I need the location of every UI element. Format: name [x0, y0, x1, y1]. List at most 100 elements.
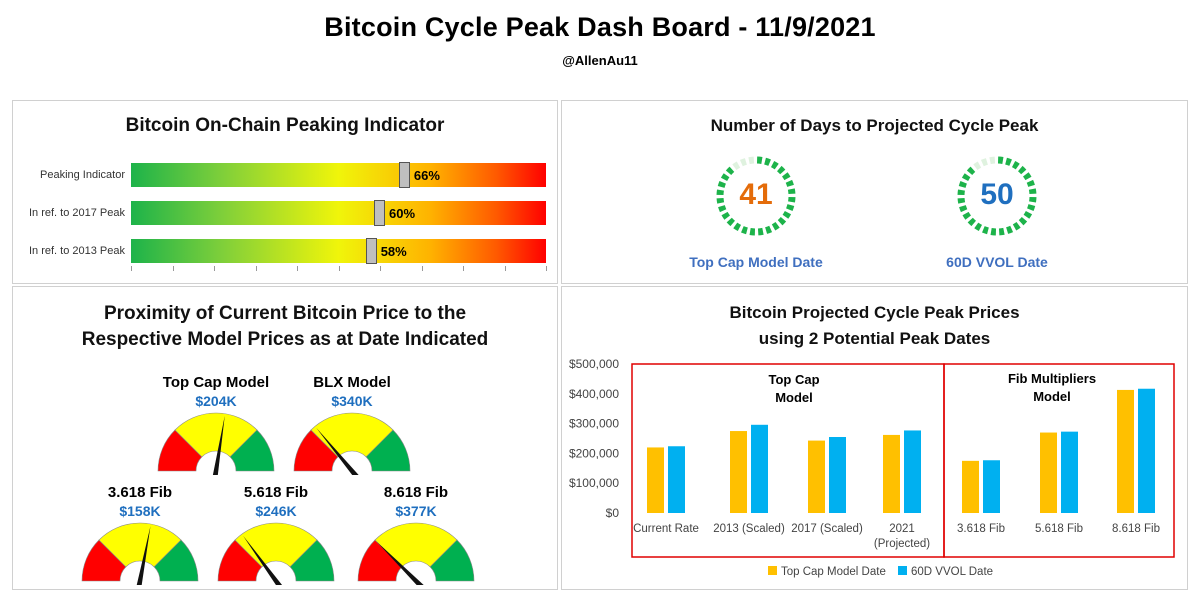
group2-label-line1: Fib Multipliers	[1008, 371, 1096, 386]
dial-segment	[732, 161, 741, 171]
proximity-gauge	[217, 522, 335, 585]
proximity-gauge	[293, 412, 411, 475]
x-tick-label: Current Rate	[633, 523, 699, 535]
group2-label-line2: Model	[1033, 389, 1071, 404]
dial-segment	[1012, 221, 1021, 231]
axis-tick	[504, 266, 506, 271]
dial-segment	[962, 211, 972, 220]
bar	[808, 440, 825, 513]
gauge-needle	[316, 427, 359, 475]
gradient-bar	[131, 201, 546, 225]
days-label: Top Cap Model Date	[689, 254, 823, 270]
author-handle: @AllenAu11	[562, 53, 638, 68]
dial-segment	[786, 204, 795, 211]
gradient-bar	[131, 163, 546, 187]
dial-segment	[959, 205, 968, 213]
dial-segment	[725, 166, 735, 176]
bar	[962, 460, 979, 513]
days-label: 60D VVOL Date	[946, 254, 1048, 270]
group1-label-line2: Model	[775, 390, 813, 405]
dial-segment	[957, 197, 966, 204]
dial-segment	[1018, 216, 1028, 226]
days-dial	[716, 156, 796, 236]
group1-label-line1: Top Cap	[768, 372, 819, 387]
axis-tick	[255, 266, 257, 271]
gauge-band	[229, 429, 275, 472]
axis-tick	[546, 266, 547, 271]
gradient-bar	[131, 239, 546, 263]
axis-tick	[172, 266, 174, 271]
dial-segment	[967, 217, 977, 227]
dial-segment	[717, 181, 726, 188]
proximity-gauge	[357, 522, 475, 585]
gauge-band	[289, 539, 335, 582]
dial-segment	[1005, 157, 1012, 166]
dial-segment	[716, 197, 725, 204]
dial-segment	[720, 173, 730, 182]
legend-label: Top Cap Model Date	[781, 566, 886, 578]
dial-segment	[1026, 179, 1035, 187]
dial-segment	[739, 158, 747, 167]
dial-segment	[721, 211, 731, 220]
dial-segment	[1017, 165, 1027, 175]
dial-segment	[771, 221, 780, 231]
dial-segment	[770, 160, 779, 170]
dial-segment	[1023, 210, 1033, 219]
bar-marker	[398, 162, 410, 188]
dial-segment	[757, 227, 764, 236]
projected-panel: Bitcoin Projected Cycle Peak Prices usin…	[561, 286, 1188, 590]
y-tick-label: $0	[606, 506, 620, 520]
gauge-value: $340K	[331, 393, 373, 409]
dial-segment	[776, 165, 786, 175]
bar	[1117, 389, 1134, 513]
gauge-name: 8.618 Fib	[383, 484, 449, 501]
bar	[883, 434, 900, 513]
dial-segment	[765, 225, 773, 234]
bar-label: In ref. to 2013 Peak	[28, 245, 125, 257]
days-dial	[957, 156, 1037, 236]
dial-segment	[982, 226, 989, 235]
dial-segment	[1028, 188, 1037, 195]
bar	[1061, 431, 1078, 513]
dial-segment	[989, 156, 996, 165]
axis-tick	[380, 266, 381, 271]
dial-segment	[782, 210, 792, 219]
bar-marker	[365, 238, 377, 264]
x-tick-label: 8.618 Fib	[1112, 523, 1160, 535]
bar	[904, 430, 921, 513]
dial-segment	[1011, 160, 1020, 170]
gauge-band	[429, 539, 475, 582]
dial-segment	[974, 222, 983, 232]
gauge-name: 5.618 Fib	[243, 484, 309, 501]
gauge-band	[365, 429, 411, 472]
legend-label: 60D VVOL Date	[911, 566, 993, 578]
dashboard-title: Bitcoin Cycle Peak Dash Board - 11/9/202…	[324, 12, 876, 42]
y-tick-label: $300,000	[569, 417, 619, 431]
dial-segment	[958, 181, 967, 188]
gauge-value: $377K	[395, 503, 437, 519]
bar-label: Peaking Indicator	[40, 169, 125, 181]
bar-percent: 66%	[413, 168, 440, 183]
axis-tick	[338, 266, 340, 271]
projected-bar-chart: Top Cap Model Fib Multipliers Model $0 $1…	[569, 357, 1175, 578]
axis-tick	[214, 266, 215, 271]
bar	[1138, 388, 1155, 513]
x-tick-label: (Projected)	[874, 538, 930, 550]
x-tick-label: 2017 (Scaled)	[791, 523, 863, 535]
proximity-gauge	[81, 522, 199, 585]
bar	[668, 446, 685, 513]
legend-swatch	[898, 566, 907, 575]
dial-segment	[764, 157, 771, 166]
axis-tick	[297, 266, 298, 271]
bar	[751, 424, 768, 513]
days-count: 41	[739, 178, 773, 211]
gauge-band	[374, 522, 458, 568]
bar-marker	[374, 200, 385, 226]
axis-tick	[463, 266, 464, 271]
bar	[730, 431, 747, 513]
dial-segment	[777, 216, 787, 226]
days-count: 50	[980, 178, 1014, 211]
dial-segment	[998, 227, 1005, 236]
dial-segment	[1022, 172, 1032, 181]
dial-segment	[781, 172, 791, 181]
